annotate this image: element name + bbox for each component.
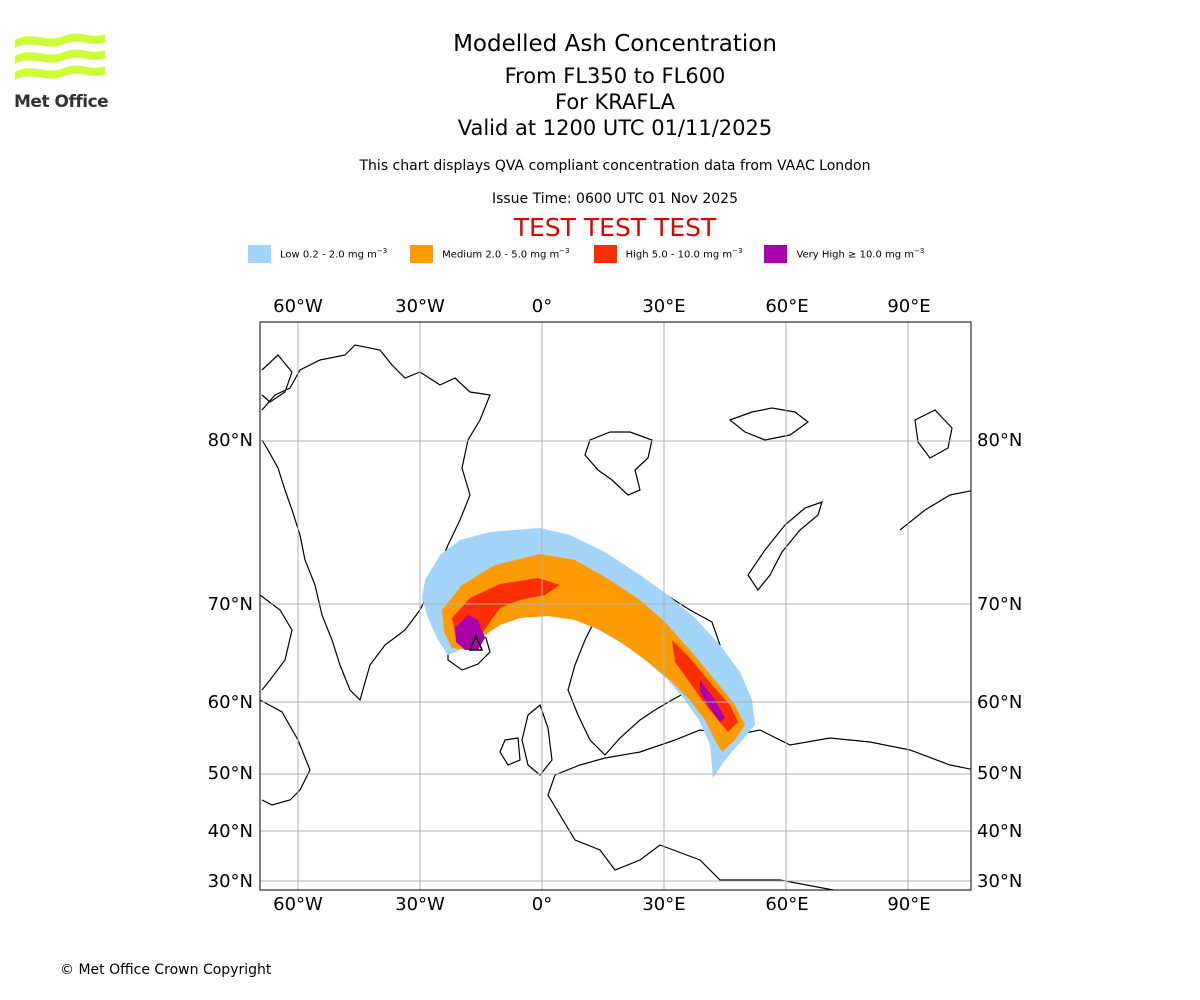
legend-item-medium: Medium 2.0 - 5.0 mg m−3 — [410, 245, 570, 263]
graticule — [260, 322, 971, 890]
lon-label-top-30w: 30°W — [395, 296, 445, 317]
svalbard-coastline — [584, 431, 653, 496]
test-banner: TEST TEST TEST — [513, 213, 717, 242]
legend-label-low: Low 0.2 - 2.0 mg m−3 — [280, 247, 388, 261]
lon-label-bottom-0: 0° — [532, 894, 552, 915]
lon-label-bottom-30e: 30°E — [642, 894, 685, 915]
copyright: © Met Office Crown Copyright — [60, 962, 272, 978]
lon-label-top-60w: 60°W — [273, 296, 323, 317]
legend-item-high: High 5.0 - 10.0 mg m−3 — [593, 245, 743, 263]
lat-label-left-40n: 40°N — [208, 821, 253, 842]
europe-coastline — [547, 729, 971, 890]
uk-coastline — [521, 703, 553, 776]
lon-label-bottom-30w: 30°W — [395, 894, 445, 915]
legend-item-low: Low 0.2 - 2.0 mg m−3 — [248, 245, 387, 263]
severnaya-coastline — [914, 409, 953, 459]
lat-label-left-60n: 60°N — [208, 692, 253, 713]
lat-label-left-30n: 30°N — [208, 871, 253, 892]
valid-time: Valid at 1200 UTC 01/11/2025 — [457, 116, 773, 140]
lat-label-left-80n: 80°N — [208, 430, 253, 451]
lon-label-top-90e: 90°E — [887, 296, 930, 317]
lat-label-right-60n: 60°N — [977, 692, 1022, 713]
labrador-coastline — [260, 699, 311, 806]
novaya-zemlya-coastline — [747, 501, 823, 592]
map-area — [260, 322, 971, 890]
legend-label-medium: Medium 2.0 - 5.0 mg m−3 — [442, 247, 570, 261]
legend-swatch-high — [593, 245, 617, 263]
lat-label-left-70n: 70°N — [208, 594, 253, 615]
legend-swatch-medium — [410, 245, 434, 263]
legend-label-high: High 5.0 - 10.0 mg m−3 — [625, 247, 743, 261]
lat-label-left-50n: 50°N — [208, 763, 253, 784]
lat-label-right-30n: 30°N — [977, 871, 1022, 892]
ireland-coastline — [499, 737, 521, 766]
issue-time: Issue Time: 0600 UTC 01 Nov 2025 — [491, 191, 739, 207]
lon-label-bottom-90e: 90°E — [887, 894, 930, 915]
legend-swatch-very-high — [764, 245, 788, 263]
coastlines — [260, 344, 971, 890]
ash-region-high — [452, 578, 738, 732]
lon-label-bottom-60e: 60°E — [765, 894, 808, 915]
volcano-name: For KRAFLA — [555, 90, 675, 114]
lon-label-top-60e: 60°E — [765, 296, 808, 317]
taymyr-coastline — [899, 490, 971, 531]
greenland-coastline — [261, 344, 491, 702]
logo-text: Met Office — [14, 92, 109, 112]
legend-item-very-high: Very High ≥ 10.0 mg m−3 — [764, 245, 924, 263]
lon-label-bottom-60w: 60°W — [273, 894, 323, 915]
ash-region-low — [422, 528, 755, 778]
met-office-logo-icon — [15, 33, 105, 80]
lon-label-top-30e: 30°E — [642, 296, 685, 317]
chart-description: This chart displays QVA compliant concen… — [359, 158, 871, 174]
legend: Low 0.2 - 2.0 mg m−3 Medium 2.0 - 5.0 mg… — [248, 244, 924, 264]
lat-label-right-40n: 40°N — [977, 821, 1022, 842]
franz-josef-coastline — [728, 407, 810, 441]
lon-label-top-0: 0° — [532, 296, 552, 317]
legend-label-very-high: Very High ≥ 10.0 mg m−3 — [796, 247, 925, 261]
flight-level-range: From FL350 to FL600 — [504, 64, 726, 88]
ash-plume — [422, 528, 755, 778]
map-frame — [259, 321, 972, 891]
ellesmere-coastline — [261, 354, 293, 403]
legend-swatch-low — [248, 245, 271, 263]
canada-coastline — [260, 594, 293, 691]
lat-label-right-70n: 70°N — [977, 594, 1022, 615]
chart-title: Modelled Ash Concentration — [453, 31, 777, 57]
lat-label-right-50n: 50°N — [977, 763, 1022, 784]
volcano-marker-icon — [468, 634, 484, 651]
lat-label-right-80n: 80°N — [977, 430, 1022, 451]
